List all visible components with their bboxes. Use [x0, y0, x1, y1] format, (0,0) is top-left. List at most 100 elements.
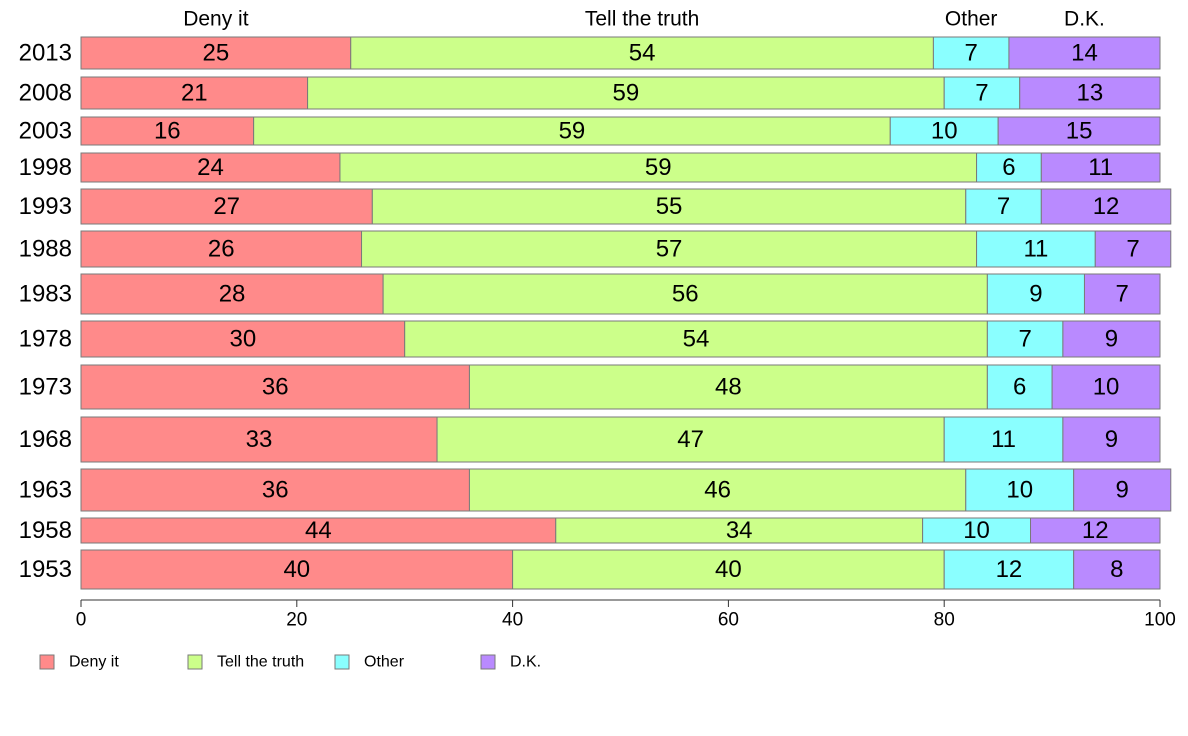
data-label-1973-s2: 6: [1013, 374, 1026, 401]
data-label-1978-s2: 7: [1018, 326, 1031, 353]
bar-segment-1973-s3: [1051, 364, 1161, 410]
bar-segment-1968-s3: [1062, 416, 1161, 463]
data-label-2003-s3: 15: [1066, 118, 1093, 145]
data-label-1953-s2: 12: [996, 556, 1023, 583]
x-tick-label-100: 100: [1144, 610, 1176, 631]
legend-label-2: Other: [364, 654, 405, 671]
data-label-1998-s2: 6: [1002, 154, 1015, 181]
bar-segment-1958-s1: [555, 517, 924, 544]
year-label-2003: 2003: [19, 118, 72, 145]
bar-segment-1998-s0: [80, 152, 341, 183]
bar-segment-1993-s0: [80, 188, 373, 225]
data-label-1983-s1: 56: [672, 281, 699, 308]
data-label-2003-s1: 59: [559, 118, 586, 145]
data-label-1958-s1: 34: [726, 517, 753, 544]
year-label-1983: 1983: [19, 281, 72, 308]
year-labels: 2013 2008 2003 1998 1993 1988 1983 1978 1973 1968…: [19, 40, 72, 584]
bar-segment-1958-s3: [1030, 517, 1161, 544]
year-label-1998: 1998: [19, 154, 72, 181]
column-header-0: Deny it: [183, 8, 249, 31]
bar-segment-1953-s0: [80, 549, 514, 590]
data-label-1998-s1: 59: [645, 154, 672, 181]
bar-segment-1953-s1: [512, 549, 945, 590]
column-headers: Deny it Tell the truth Other D.K.: [183, 8, 1105, 31]
year-label-1993: 1993: [19, 193, 72, 220]
year-label-2013: 2013: [19, 40, 72, 67]
column-header-2: Other: [945, 8, 998, 31]
data-label-1993-s2: 7: [997, 193, 1010, 220]
data-label-1993-s3: 12: [1093, 193, 1120, 220]
data-label-1978-s3: 9: [1105, 326, 1118, 353]
bar-segment-1998-s3: [1040, 152, 1161, 183]
data-label-2008-s0: 21: [181, 80, 208, 107]
data-label-1963-s0: 36: [262, 477, 289, 504]
data-label-1963-s1: 46: [704, 477, 731, 504]
data-label-2008-s1: 59: [613, 80, 640, 107]
bar-segment-1983-s2: [986, 273, 1085, 315]
legend-label-0: Deny it: [69, 654, 119, 671]
bar-segment-2003-s0: [80, 116, 255, 146]
year-label-1973: 1973: [19, 374, 72, 401]
bar-segment-1973-s1: [468, 364, 988, 410]
data-label-1953-s3: 8: [1110, 556, 1123, 583]
data-label-1963-s2: 10: [1006, 477, 1033, 504]
data-label-1998-s3: 11: [1088, 154, 1113, 181]
bar-segment-1958-s2: [922, 517, 1032, 544]
year-label-1963: 1963: [19, 477, 72, 504]
bar-segment-2013-s1: [350, 36, 934, 70]
data-label-1968-s3: 9: [1105, 426, 1118, 453]
data-label-2013-s2: 7: [964, 40, 977, 67]
bar-segment-2008-s2: [943, 76, 1021, 110]
bar-segment-2013-s2: [932, 36, 1010, 70]
legend: Deny it Tell the truth Other D.K.: [39, 654, 541, 671]
data-label-1968-s0: 33: [246, 426, 273, 453]
data-label-1953-s1: 40: [715, 556, 742, 583]
bar-segment-1963-s1: [468, 468, 967, 512]
bar-segment-1958-s0: [80, 517, 557, 544]
bar-segment-1968-s1: [436, 416, 945, 463]
bar-segment-2013-s0: [80, 36, 352, 70]
bar-segment-1983-s3: [1083, 273, 1161, 315]
bar-segment-2003-s3: [997, 116, 1161, 146]
data-label-1983-s2: 9: [1029, 281, 1042, 308]
year-label-1978: 1978: [19, 326, 72, 353]
bar-segment-1993-s2: [965, 188, 1042, 225]
data-label-2003-s0: 16: [154, 118, 181, 145]
x-tick-label-60: 60: [718, 610, 739, 631]
data-label-1968-s2: 11: [991, 426, 1016, 453]
data-label-1998-s0: 24: [197, 154, 224, 181]
column-header-1: Tell the truth: [585, 8, 699, 31]
data-label-1963-s3: 9: [1116, 477, 1129, 504]
data-label-2013-s0: 25: [203, 40, 230, 67]
data-label-2008-s3: 13: [1077, 80, 1104, 107]
data-label-1958-s3: 12: [1082, 517, 1109, 544]
data-label-1993-s0: 27: [213, 193, 240, 220]
bar-segment-2008-s1: [307, 76, 945, 110]
data-label-2003-s2: 10: [931, 118, 958, 145]
data-label-1973-s3: 10: [1093, 374, 1120, 401]
bar-segment-1978-s0: [80, 320, 406, 358]
x-tick-label-80: 80: [934, 610, 955, 631]
column-header-3: D.K.: [1064, 8, 1105, 31]
bar-segment-1968-s0: [80, 416, 438, 463]
data-label-1958-s2: 10: [963, 517, 990, 544]
data-label-1973-s0: 36: [262, 374, 289, 401]
data-label-1978-s1: 54: [683, 326, 710, 353]
data-label-1953-s0: 40: [283, 556, 310, 583]
bar-segment-2008-s0: [80, 76, 309, 110]
data-label-1978-s0: 30: [229, 326, 256, 353]
bar-segment-1988-s2: [976, 230, 1096, 268]
year-label-1988: 1988: [19, 236, 72, 263]
data-label-1968-s1: 47: [677, 426, 704, 453]
data-label-1973-s1: 48: [715, 374, 742, 401]
legend-label-1: Tell the truth: [217, 654, 304, 671]
data-label-2013-s3: 14: [1071, 40, 1098, 67]
legend-swatch-3: [480, 654, 496, 670]
legend-label-3: D.K.: [510, 654, 541, 671]
bar-segment-2003-s1: [253, 116, 891, 146]
bar-segment-1963-s2: [965, 468, 1075, 512]
data-label-1983-s0: 28: [219, 281, 246, 308]
bar-segment-1963-s3: [1073, 468, 1172, 512]
